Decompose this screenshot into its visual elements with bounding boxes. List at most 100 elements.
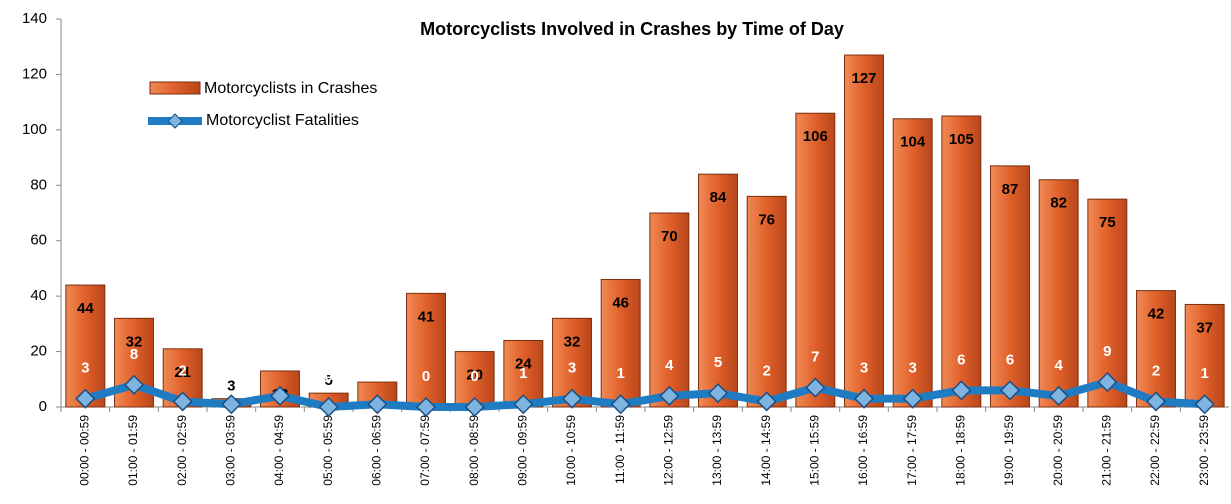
x-tick-label: 06:00 - 06:59	[370, 415, 384, 486]
line-marker	[999, 380, 1021, 401]
line-label: 6	[1006, 351, 1014, 368]
x-tick-label: 00:00 - 00:59	[78, 415, 92, 486]
line-label: 3	[908, 360, 916, 377]
x-tick-label: 07:00 - 07:59	[418, 415, 432, 486]
line-marker	[172, 391, 193, 412]
x-tick-label: 11:00 - 11:59	[613, 415, 627, 484]
x-tick-label: 10:00 - 10:59	[564, 415, 578, 486]
line-marker	[513, 394, 534, 415]
y-tick-label: 20	[30, 343, 47, 360]
bar-label: 106	[803, 128, 828, 145]
line-marker	[756, 391, 777, 412]
bar-label: 87	[1002, 181, 1019, 198]
line-label: 3	[860, 360, 868, 377]
bar	[892, 118, 933, 408]
line-label: 1	[1200, 365, 1208, 382]
bar	[649, 212, 690, 408]
line-label: 2	[178, 362, 186, 379]
x-tick-label: 09:00 - 09:59	[516, 415, 530, 486]
bar-label: 42	[1148, 306, 1165, 323]
line-label: 0	[470, 368, 478, 385]
legend-swatch-bar	[149, 81, 201, 95]
x-tick-label: 03:00 - 03:59	[224, 415, 238, 486]
x-tick-label: 18:00 - 18:59	[954, 415, 968, 486]
line-marker	[659, 385, 680, 406]
line-marker	[1194, 394, 1215, 415]
x-tick-label: 05:00 - 05:59	[321, 415, 335, 486]
bar-label: 105	[949, 131, 974, 148]
legend-label: Motorcyclists in Crashes	[204, 80, 377, 97]
line-marker	[221, 394, 242, 415]
bar-label: 21	[174, 364, 191, 381]
x-tick-label: 23:00 - 23:59	[1197, 415, 1211, 486]
bar	[1184, 303, 1225, 408]
line-label: 4	[276, 357, 285, 374]
bar-label: 46	[612, 294, 629, 311]
x-tick-label: 21:00 - 21:59	[1100, 415, 1114, 486]
bar-label: 75	[1099, 214, 1116, 231]
line-marker	[951, 380, 972, 401]
line-label: 8	[130, 346, 138, 363]
line-label: 4	[1054, 357, 1063, 374]
x-tick-label: 22:00 - 22:59	[1148, 415, 1162, 486]
line-marker	[75, 388, 96, 409]
line-label: 4	[665, 357, 674, 374]
x-tick-label: 02:00 - 02:59	[175, 415, 189, 486]
line-label: 7	[811, 349, 819, 366]
bar	[1136, 290, 1176, 408]
line-marker	[367, 394, 388, 415]
bar-label: 44	[77, 300, 94, 317]
bar-label: 41	[418, 308, 435, 325]
line-marker	[464, 396, 485, 418]
line-marker	[853, 388, 875, 409]
x-tick-label: 16:00 - 16:59	[856, 415, 870, 486]
line-marker	[318, 396, 339, 418]
x-tick-label: 01:00 - 01:59	[126, 415, 140, 486]
x-tick-label: 08:00 - 08:59	[467, 415, 481, 486]
bar-label: 32	[564, 333, 581, 350]
y-tick-label: 120	[22, 65, 47, 82]
x-tick-label: 14:00 - 14:59	[759, 415, 773, 486]
line-label: 2	[762, 362, 770, 379]
x-tick-label: 19:00 - 19:59	[1002, 415, 1016, 486]
line-marker	[902, 388, 923, 409]
line-label: 1	[227, 365, 235, 382]
x-tick-label: 20:00 - 20:59	[1051, 415, 1065, 486]
y-tick-label: 60	[30, 232, 47, 249]
bar	[795, 112, 836, 408]
bar-label: 82	[1050, 195, 1067, 212]
bar-label: 70	[661, 228, 678, 245]
bar	[698, 173, 738, 408]
y-tick-label: 140	[22, 10, 47, 27]
bar-label: 127	[851, 70, 876, 87]
bar-label: 20	[466, 367, 483, 384]
legend-label: Motorcyclist Fatalities	[206, 112, 359, 129]
bar	[65, 284, 106, 408]
line-label: 0	[422, 368, 430, 385]
bar-label: 3	[227, 378, 235, 395]
bar	[941, 115, 982, 408]
x-tick-label: 17:00 - 17:59	[905, 415, 919, 486]
x-tick-label: 13:00 - 13:59	[710, 415, 724, 486]
y-tick-label: 80	[30, 176, 47, 193]
line-marker	[269, 385, 291, 406]
line	[84, 378, 1205, 411]
y-tick-label: 40	[30, 287, 47, 304]
line-label: 1	[616, 365, 624, 382]
line-marker	[123, 374, 145, 395]
x-tick-label: 12:00 - 12:59	[662, 415, 676, 486]
line-marker	[707, 383, 729, 404]
legend-swatch-marker	[167, 113, 183, 129]
bar-label: 84	[710, 189, 727, 206]
line-label: 1	[519, 365, 527, 382]
line-marker	[610, 394, 631, 415]
bar	[990, 165, 1030, 408]
line-marker	[1048, 385, 1069, 406]
bar	[844, 54, 884, 408]
bar	[600, 279, 641, 408]
bar-label: 32	[126, 333, 143, 350]
line-marker	[805, 377, 826, 398]
bar-label: 37	[1196, 319, 1213, 336]
y-tick-label: 0	[39, 398, 47, 415]
